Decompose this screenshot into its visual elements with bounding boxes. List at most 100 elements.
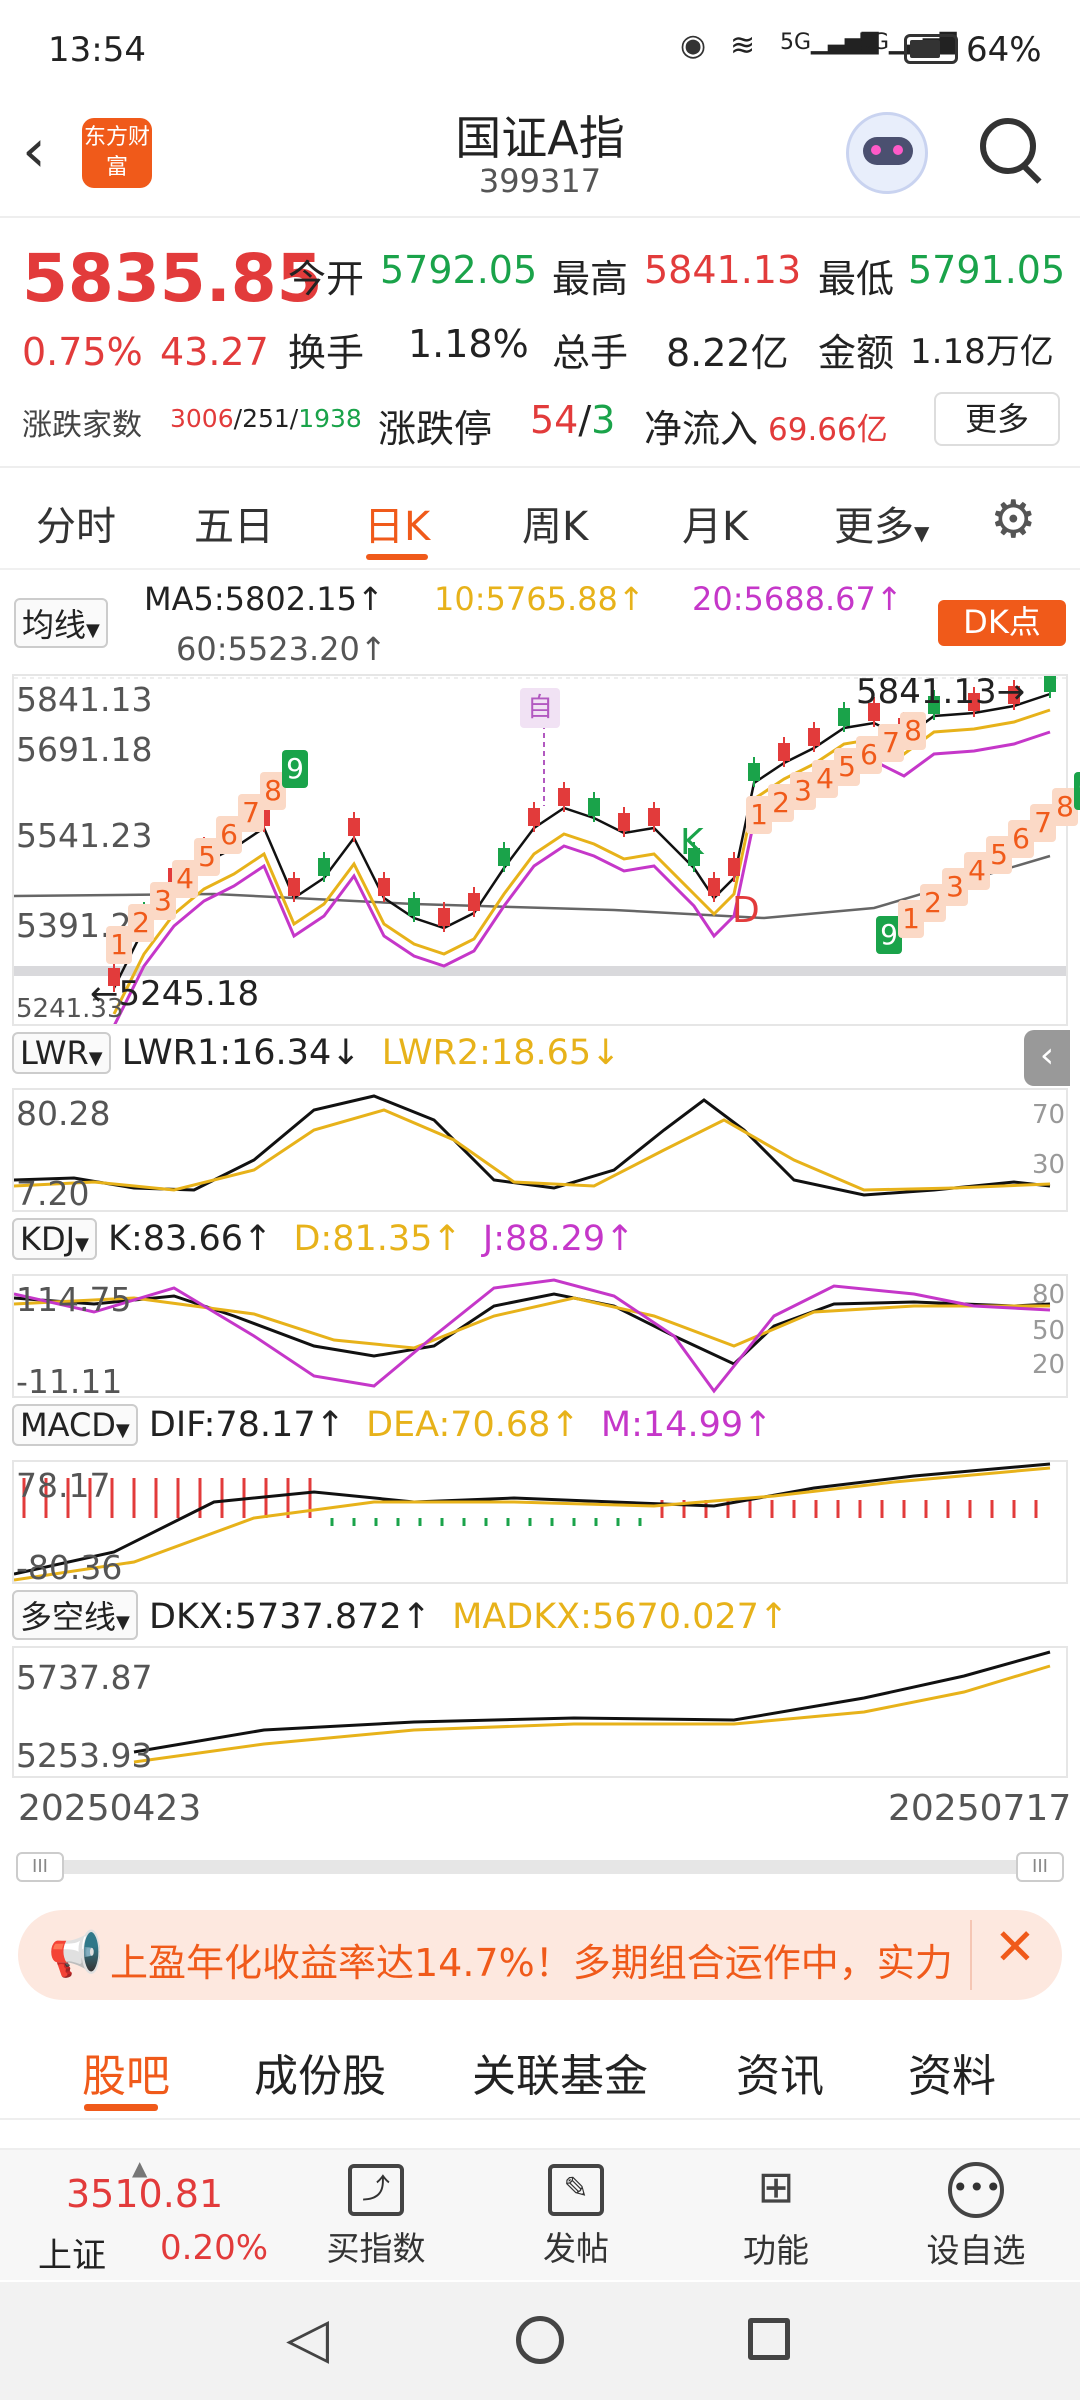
dk-point-button[interactable]: DK点 (938, 600, 1066, 646)
td-count-label: 9 (1074, 772, 1080, 810)
macd-dif-line (14, 1462, 1051, 1576)
td-count-label: 6 (216, 816, 242, 854)
td-count-label: 6 (856, 736, 882, 774)
kdj-header: KDJ▼ K:83.66↑ D:81.35↑ J:88.29↑ (12, 1218, 635, 1274)
promo-banner[interactable]: 📢 上盈年化收益率达14.7%！多期组合运作中，实力 ✕ (18, 1910, 1062, 2000)
close-icon[interactable]: ✕ (994, 1918, 1036, 1976)
nav-back-icon[interactable]: ◁ (286, 2306, 330, 2371)
battery-level: 64% (966, 30, 1042, 70)
macd-chart: 78.17 -80.36 (12, 1460, 1068, 1587)
tab-daily-k[interactable]: 日K (364, 504, 431, 550)
dkx-selector[interactable]: 多空线▼ (12, 1590, 138, 1640)
amount-label: 金额 (818, 331, 895, 375)
banner-text: 上盈年化收益率达14.7%！多期组合运作中，实力 (110, 1941, 953, 1985)
quote-panel: 5835.85 0.75% 43.27 今开 5792.05 最高 5841.1… (0, 220, 1080, 468)
back-icon[interactable]: ‹ (22, 116, 46, 186)
low-label: 最低 (818, 257, 895, 301)
dkx-y-top: 5737.87 (16, 1658, 153, 1697)
td-count-label: 4 (964, 852, 990, 890)
search-icon[interactable] (980, 118, 1042, 184)
high-marker: 5841.13→ (856, 672, 1026, 712)
limit-label: 涨跌停 (378, 407, 493, 451)
madkx-value: MADKX:5670.027↑ (452, 1597, 789, 1637)
tab-forum[interactable]: 股吧 (82, 2051, 170, 2102)
collapse-panel-button[interactable]: ‹ (1024, 1030, 1070, 1086)
td-count-label: 8 (1052, 788, 1078, 826)
range-scrollbar[interactable] (16, 1860, 1064, 1874)
macd-header: MACD▼ DIF:78.17↑ DEA:70.68↑ M:14.99↑ (12, 1404, 772, 1460)
lwr-selector[interactable]: LWR▼ (12, 1032, 111, 1074)
dkx-line (133, 1650, 1051, 1754)
kdj-y-top: 114.75 (16, 1280, 132, 1319)
td-count-label: 3 (790, 772, 816, 810)
inflow-value: 69.66亿 (768, 412, 888, 448)
high-label: 最高 (552, 257, 629, 301)
sh-index-name[interactable]: 上证 (38, 2236, 106, 2276)
ma20-value: 20:5688.67↑ (692, 580, 903, 618)
tab-weekly-k[interactable]: 周K (522, 504, 589, 550)
candle-body (378, 878, 390, 896)
add-watchlist-button[interactable]: ••• 设自选 (916, 2160, 1036, 2272)
candle-body (408, 898, 420, 916)
ma-selector[interactable]: 均线▼ (14, 598, 108, 648)
lwr-header: LWR▼ LWR1:16.34↓ LWR2:18.65↓ (12, 1032, 620, 1088)
tab-profile[interactable]: 资料 (908, 2051, 996, 2102)
tab-related-funds[interactable]: 关联基金 (472, 2051, 648, 2102)
tab-five-day[interactable]: 五日 (194, 504, 274, 550)
ma60-line (14, 854, 1051, 920)
chart-icon: ⤴ (348, 2164, 404, 2216)
tab-news[interactable]: 资讯 (736, 2051, 824, 2102)
nav-recents-icon[interactable] (748, 2318, 790, 2360)
ma60-value: 60:5523.20↑ (176, 630, 387, 668)
gear-icon[interactable]: ⚙ (990, 490, 1037, 550)
tab-monthly-k[interactable]: 月K (682, 504, 749, 550)
candle-body (318, 858, 330, 876)
macd-selector[interactable]: MACD▼ (12, 1404, 138, 1446)
function-button[interactable]: ⊞ 功能 (743, 2162, 809, 2270)
macd-dea-line (14, 1466, 1051, 1582)
kdj-j-line (14, 1278, 1051, 1394)
ma5-line (112, 692, 1051, 989)
tab-more[interactable]: 更多▼ (834, 504, 930, 550)
kdj-y-bottom: -11.11 (16, 1362, 123, 1401)
range-handle-right[interactable]: III (1016, 1852, 1064, 1882)
sh-index-pct[interactable]: 0.20% (160, 2228, 269, 2268)
tab-intraday[interactable]: 分时 (36, 504, 116, 550)
td-count-label: 5 (194, 838, 220, 876)
post-button[interactable]: ✎ 发帖 (516, 2160, 636, 2270)
bottom-section-tabs: 股吧 成份股 关联基金 资讯 资料 (0, 2020, 1080, 2120)
dkx-chart: 5737.87 5253.93 (12, 1646, 1068, 1778)
buy-index-button[interactable]: ⤴ 买指数 (316, 2160, 436, 2270)
lwr-r30: 30 (1032, 1150, 1066, 1180)
assistant-avatar[interactable] (846, 112, 928, 194)
tab-constituents[interactable]: 成份股 (254, 2051, 386, 2102)
lwr-y-bottom: 7.20 (16, 1174, 90, 1213)
macd-y-bottom: -80.36 (16, 1548, 123, 1587)
more-button[interactable]: 更多 (934, 392, 1060, 446)
td-count-label: 4 (812, 760, 838, 798)
candle-body (588, 798, 600, 816)
battery-icon (904, 34, 958, 64)
date-start: 20250423 (18, 1788, 202, 1829)
lwr2-value: LWR2:18.65↓ (381, 1033, 621, 1073)
kdj-selector[interactable]: KDJ▼ (12, 1218, 97, 1260)
td-count-label: 7 (1030, 804, 1056, 842)
low-marker: ←5245.18 (90, 974, 260, 1014)
candle-body (808, 728, 820, 746)
candle-body (928, 696, 940, 714)
amount-value: 1.18万亿 (910, 332, 1054, 372)
kline-chart[interactable]: 5841.13 5691.18 5541.23 5391.28 5241.33 … (12, 672, 1080, 1026)
marker-d: D (732, 890, 760, 931)
change-amount: 43.27 (160, 330, 269, 374)
td-count-label: 1 (898, 900, 924, 938)
nav-home-icon[interactable] (516, 2316, 564, 2364)
marker-k: K (680, 822, 704, 863)
range-handle-left[interactable]: III (16, 1852, 64, 1882)
sh-index-value[interactable]: 3510.81 (66, 2172, 224, 2216)
marker-zi: 自 (520, 688, 560, 728)
edit-icon: ✎ (548, 2164, 604, 2216)
kdj-r50: 50 (1032, 1316, 1066, 1346)
kdj-chart: 114.75 -11.11 80 50 20 (12, 1274, 1068, 1401)
macd-dif-value: DIF:78.17↑ (148, 1405, 345, 1445)
td-count-label: 2 (920, 884, 946, 922)
